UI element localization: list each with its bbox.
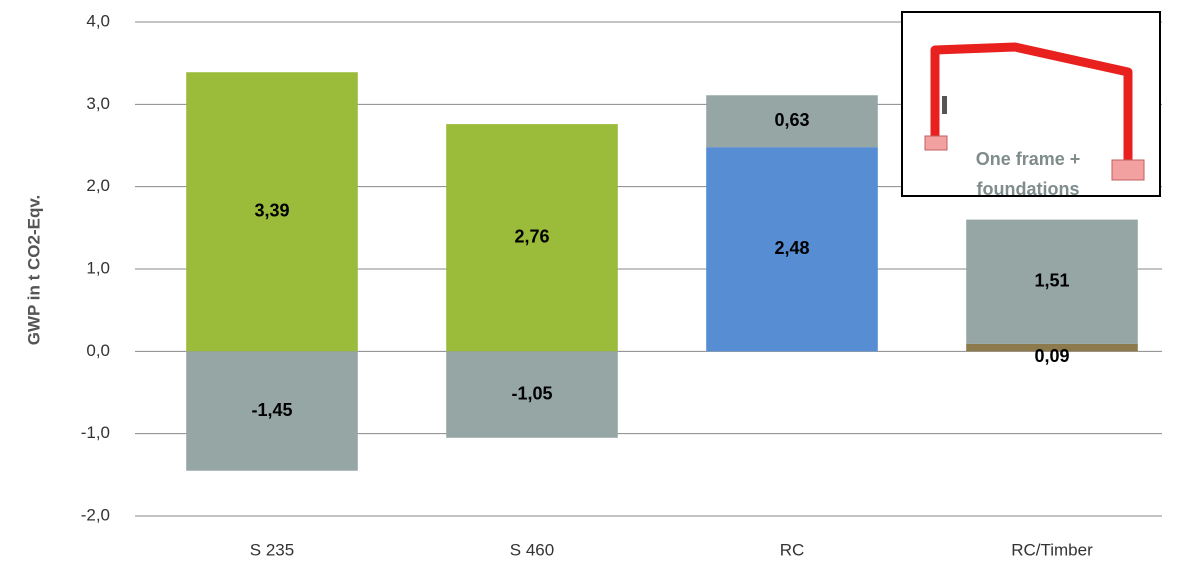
y-tick-label: 3,0 bbox=[86, 94, 110, 113]
bar-segment bbox=[186, 72, 358, 352]
value-label: 2,48 bbox=[774, 238, 809, 258]
x-tick-label: S 235 bbox=[250, 540, 294, 559]
bar-segment bbox=[966, 219, 1138, 344]
y-tick-label: -2,0 bbox=[81, 505, 110, 524]
foundation bbox=[924, 135, 948, 151]
bar-segment bbox=[446, 351, 618, 438]
annotation: One frame + bbox=[976, 149, 1081, 169]
value-label: 0,09 bbox=[1034, 346, 1069, 366]
y-axis-title: GWP in t CO2-Eqv. bbox=[24, 195, 43, 346]
value-label: 1,51 bbox=[1034, 271, 1069, 291]
foundation bbox=[1111, 159, 1145, 181]
y-tick-label: 2,0 bbox=[86, 176, 110, 195]
bar-segment bbox=[706, 95, 878, 148]
y-tick-label: 0,0 bbox=[86, 341, 110, 360]
x-tick-label: RC bbox=[780, 540, 805, 559]
value-label: -1,05 bbox=[511, 383, 552, 403]
value-label: -1,45 bbox=[251, 400, 292, 420]
bar-segment bbox=[706, 147, 878, 352]
bar-segment bbox=[966, 343, 1138, 352]
value-label: 0,63 bbox=[774, 110, 809, 130]
plot-area: -2,0 -1,0 0,0 1,0 2,0 3,0 4,0 S 235 3,39 -1,45 S 4… bbox=[81, 11, 1162, 559]
value-label: 3,39 bbox=[254, 201, 289, 221]
inset: One frame + foundations bbox=[901, 11, 1161, 199]
bar-segment bbox=[446, 124, 618, 352]
x-tick-label: RC/Timber bbox=[1011, 540, 1093, 559]
value-label: 2,76 bbox=[514, 226, 549, 246]
y-tick-label: -1,0 bbox=[81, 423, 110, 442]
bar-segment bbox=[186, 351, 358, 471]
x-tick-label: S 460 bbox=[510, 540, 554, 559]
annotation: foundations bbox=[977, 179, 1080, 199]
figure bbox=[942, 96, 947, 114]
y-tick-label: 4,0 bbox=[86, 11, 110, 30]
frame-illustration bbox=[930, 42, 1133, 165]
y-tick-label: 1,0 bbox=[86, 258, 110, 277]
